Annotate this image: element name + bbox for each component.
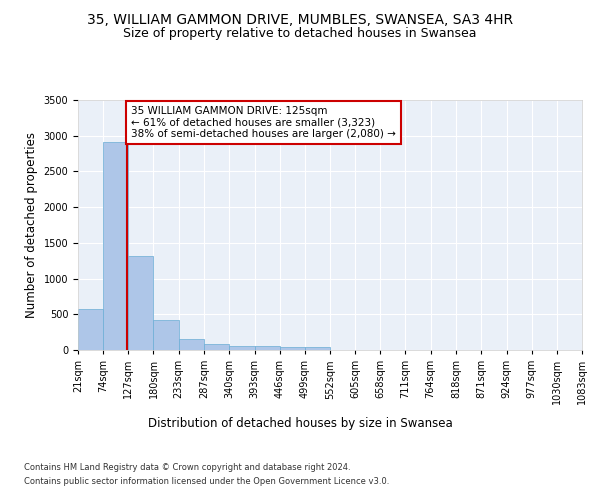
- Bar: [154, 320, 179, 350]
- Text: 35 WILLIAM GAMMON DRIVE: 125sqm
← 61% of detached houses are smaller (3,323)
38%: 35 WILLIAM GAMMON DRIVE: 125sqm ← 61% of…: [131, 106, 396, 139]
- Bar: [229, 346, 254, 350]
- Text: Distribution of detached houses by size in Swansea: Distribution of detached houses by size …: [148, 418, 452, 430]
- Text: Contains HM Land Registry data © Crown copyright and database right 2024.: Contains HM Land Registry data © Crown c…: [24, 462, 350, 471]
- Bar: [179, 339, 204, 350]
- Text: 35, WILLIAM GAMMON DRIVE, MUMBLES, SWANSEA, SA3 4HR: 35, WILLIAM GAMMON DRIVE, MUMBLES, SWANS…: [87, 12, 513, 26]
- Y-axis label: Number of detached properties: Number of detached properties: [25, 132, 38, 318]
- Bar: [280, 347, 305, 350]
- Bar: [305, 347, 330, 350]
- Bar: [78, 310, 103, 350]
- Bar: [204, 344, 229, 350]
- Text: Size of property relative to detached houses in Swansea: Size of property relative to detached ho…: [123, 28, 477, 40]
- Bar: [254, 346, 280, 350]
- Text: Contains public sector information licensed under the Open Government Licence v3: Contains public sector information licen…: [24, 478, 389, 486]
- Bar: [103, 142, 128, 350]
- Bar: [128, 256, 154, 350]
